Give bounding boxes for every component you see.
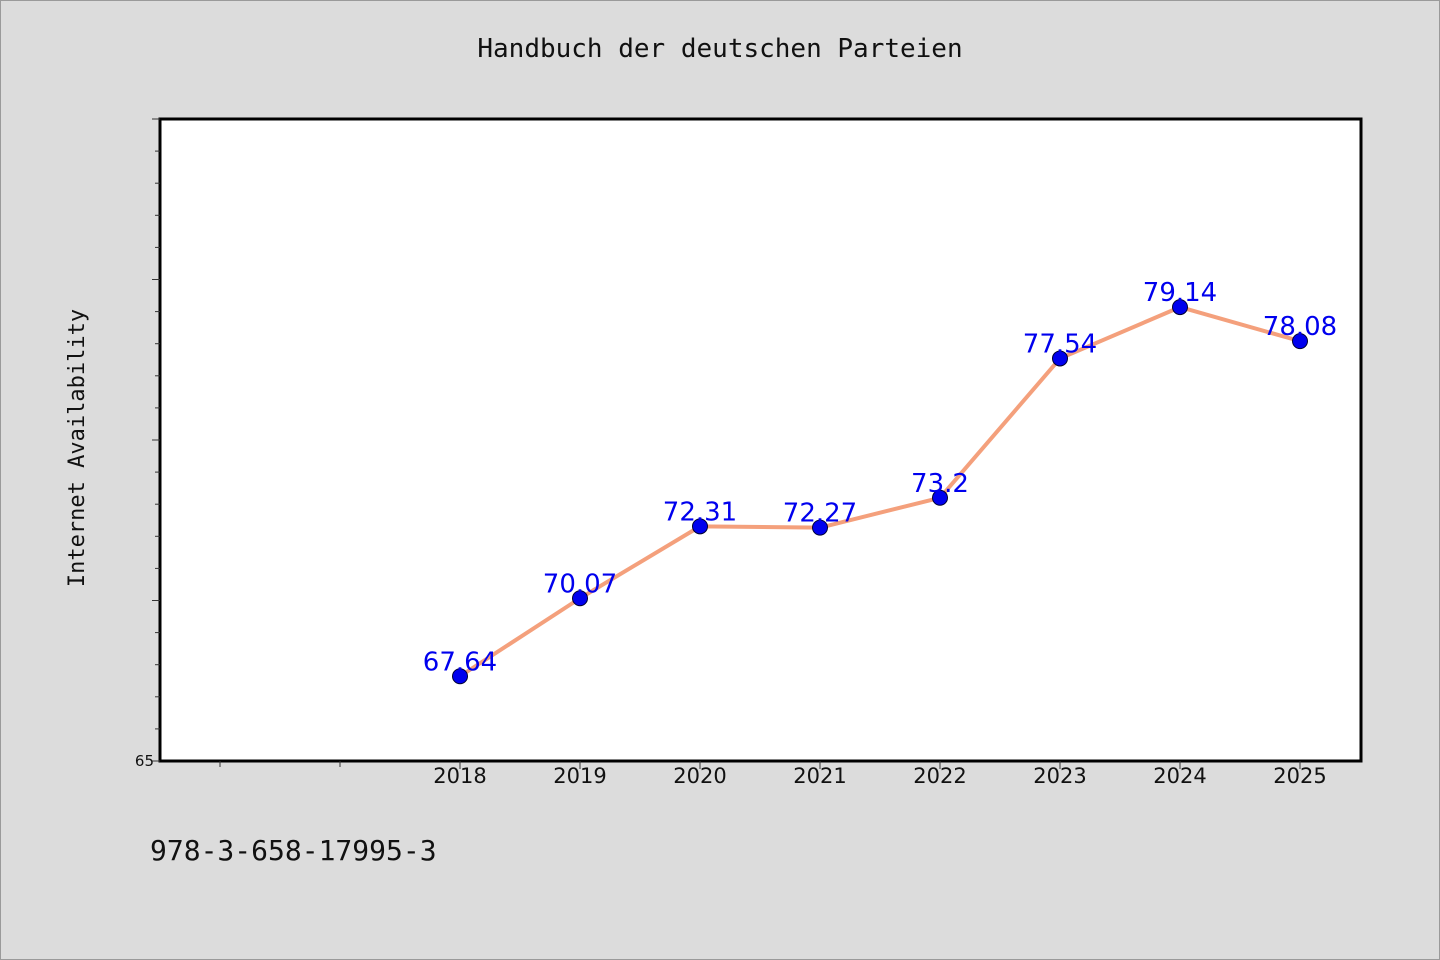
series-lines [458,305,1301,678]
x-axis: 2018 2019 2020 2021 2022 2023 2024 2025 [219,761,1327,788]
chart-title: Handbuch der deutschen Parteien [477,34,963,64]
data-label: 70.07 [543,569,617,599]
data-labels: 67.64 70.07 72.31 72.27 73.2 77.54 79.14 78.08 [423,278,1337,677]
data-point [812,519,828,536]
data-point [1292,333,1308,350]
x-tick-label: 2025 [1273,764,1326,788]
y-axis-label: Internet Availability [65,309,90,587]
x-tick-label: 2022 [913,764,966,788]
x-tick-label: 2019 [553,764,606,788]
plot-area [158,117,1363,763]
footer-code: 978-3-658-17995-3 [150,834,437,867]
data-point [692,518,708,535]
x-tick-label: 2021 [793,764,846,788]
data-label: 79.14 [1143,278,1217,308]
data-label: 72.31 [663,497,737,527]
x-tick-label: 2020 [673,764,726,788]
x-tick-label: 2023 [1033,764,1086,788]
data-label: 72.27 [783,499,857,529]
data-label: 73.2 [911,469,969,499]
data-point [452,668,468,685]
y-tick-label: 65 [135,752,154,770]
data-label: 67.64 [423,647,497,677]
x-tick-label: 2018 [433,764,486,788]
data-point [932,489,948,506]
y-axis: 65 [135,118,160,770]
series-points [452,299,1308,685]
series-line [458,305,1301,678]
data-point [1172,299,1188,316]
x-tick-label: 2024 [1153,764,1206,788]
data-point [572,590,588,607]
data-label: 77.54 [1023,329,1097,359]
data-label: 78.08 [1263,312,1337,342]
data-point [1052,350,1068,367]
